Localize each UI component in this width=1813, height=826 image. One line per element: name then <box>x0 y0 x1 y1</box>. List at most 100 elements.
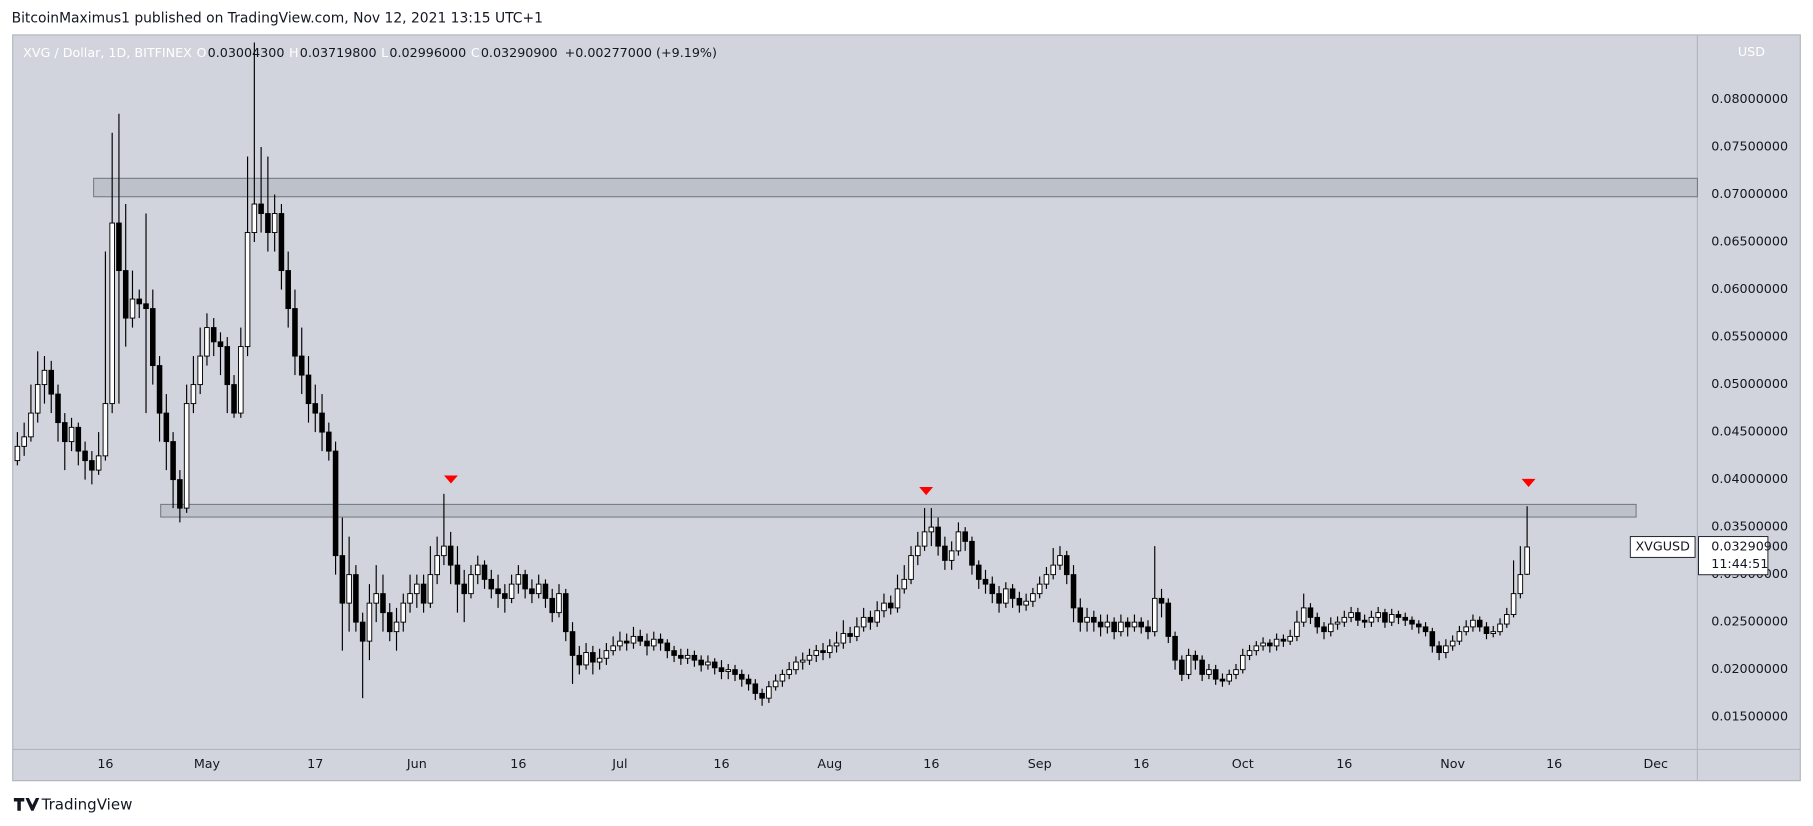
candle-body <box>827 645 833 654</box>
candle-body <box>549 597 555 614</box>
candle-body <box>1375 612 1381 618</box>
candle-body <box>887 602 894 609</box>
candle-body <box>1334 621 1341 625</box>
candle-body <box>867 616 874 623</box>
candle-body <box>847 633 853 637</box>
candle-body <box>806 654 813 661</box>
candle-body <box>637 635 644 642</box>
candle-body <box>1084 616 1090 623</box>
legend-value: 0.03719800 <box>300 45 377 60</box>
candle-body <box>1300 607 1307 623</box>
price-tag: 0.03290900 <box>1711 538 1788 553</box>
candle-body <box>1422 626 1429 633</box>
candle-body <box>1118 621 1124 633</box>
candle-body <box>55 393 61 424</box>
candle-body <box>623 640 630 644</box>
x-tick-label: 16 <box>510 756 526 771</box>
resistance-zone <box>160 503 1637 518</box>
candle-body <box>1239 654 1246 671</box>
candle-body <box>95 455 102 471</box>
legend-value: 0.02996000 <box>389 45 466 60</box>
candle-body <box>969 540 975 566</box>
candle-body <box>170 441 176 481</box>
candle-body <box>915 545 921 557</box>
candle-body <box>217 341 224 348</box>
y-tick-label: 0.04500000 <box>1711 424 1788 439</box>
candle-body <box>420 583 427 604</box>
candle-body <box>772 680 779 688</box>
candle-body <box>1077 607 1084 623</box>
candle-body <box>948 550 955 561</box>
candle-body <box>1124 621 1131 628</box>
candle-body <box>935 526 941 547</box>
candle-body <box>813 650 820 656</box>
legend: XVG / Dollar, 1D, BITFINEX O 0.03004300 H 0.… <box>23 45 717 60</box>
candle-body <box>1185 654 1192 675</box>
x-tick-label: Sep <box>1028 756 1052 771</box>
candle-body <box>1063 555 1070 576</box>
resistance-zone <box>93 177 1698 198</box>
header: BitcoinMaximus1 published on TradingView… <box>12 11 543 27</box>
candle-body <box>502 593 508 599</box>
y-tick-label: 0.06000000 <box>1711 281 1788 296</box>
candle-body <box>1409 619 1415 625</box>
candle-body <box>1348 612 1354 618</box>
candle-body <box>109 222 115 405</box>
candle-body <box>793 661 799 671</box>
candle-body <box>339 555 346 604</box>
candle-body <box>1043 574 1050 585</box>
candle-body <box>508 583 515 599</box>
candle-body <box>1036 583 1043 595</box>
plot-background <box>12 34 1801 782</box>
candle-body <box>1057 555 1063 566</box>
candle-body <box>718 667 725 673</box>
x-tick-label: 17 <box>307 756 323 771</box>
candle-body <box>881 602 887 612</box>
candle-body <box>766 686 772 699</box>
candle-body <box>75 426 82 452</box>
candle-body <box>1131 621 1138 628</box>
candle-body <box>244 232 251 348</box>
candle-body <box>1111 621 1117 633</box>
marker-arrow <box>919 487 934 496</box>
candle-body <box>116 222 122 272</box>
x-tick-label: Nov <box>1440 756 1465 771</box>
candle-body <box>657 638 664 644</box>
candle-body <box>1294 621 1300 637</box>
candle-body <box>1388 614 1395 623</box>
candle-body <box>447 545 454 566</box>
legend-change: +0.00277000 (+9.19%) <box>565 45 717 60</box>
x-tick-label: Dec <box>1643 756 1668 771</box>
candle-body <box>1470 619 1476 628</box>
candle-body <box>427 574 434 604</box>
x-tick-label: Oct <box>1232 756 1254 771</box>
candle-body <box>1179 659 1185 675</box>
candle-body <box>617 640 623 647</box>
candle-body <box>359 621 366 642</box>
candle-body <box>102 403 109 457</box>
y-tick-label: 0.07500000 <box>1711 139 1788 154</box>
candle-body <box>1314 616 1321 628</box>
x-tick-label: 16 <box>1546 756 1562 771</box>
y-tick-label: 0.02000000 <box>1711 661 1788 676</box>
candle-body <box>1368 616 1375 623</box>
symbol-tag: XVGUSD <box>1635 538 1690 553</box>
candle-body <box>326 431 332 452</box>
candle-body <box>996 593 1002 604</box>
candle-body <box>989 583 996 595</box>
candle-body <box>129 298 136 319</box>
candle-body <box>407 593 413 604</box>
y-tick-label: 0.08000000 <box>1711 91 1788 106</box>
footer: TradingView <box>41 795 133 813</box>
candle-body <box>1483 626 1490 635</box>
candle-body <box>542 583 549 599</box>
x-tick-label: 16 <box>97 756 113 771</box>
x-tick-label: 16 <box>713 756 729 771</box>
candle-body <box>630 635 637 644</box>
candle-body <box>1158 597 1165 604</box>
candle-body <box>562 593 569 633</box>
candle-body <box>1490 631 1497 635</box>
candle-body <box>258 203 264 215</box>
y-unit: USD <box>1738 44 1765 59</box>
